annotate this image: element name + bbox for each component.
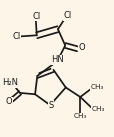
Text: Cl: Cl xyxy=(63,11,71,20)
Text: Cl: Cl xyxy=(12,32,21,41)
Text: CH₃: CH₃ xyxy=(73,113,86,119)
Text: CH₃: CH₃ xyxy=(91,106,104,112)
Text: CH₃: CH₃ xyxy=(89,85,103,90)
Text: O: O xyxy=(6,97,12,106)
Text: H₂N: H₂N xyxy=(2,78,18,87)
Text: HN: HN xyxy=(51,55,64,64)
Text: Cl: Cl xyxy=(32,12,40,21)
Text: S: S xyxy=(48,101,53,110)
Text: O: O xyxy=(78,43,84,52)
